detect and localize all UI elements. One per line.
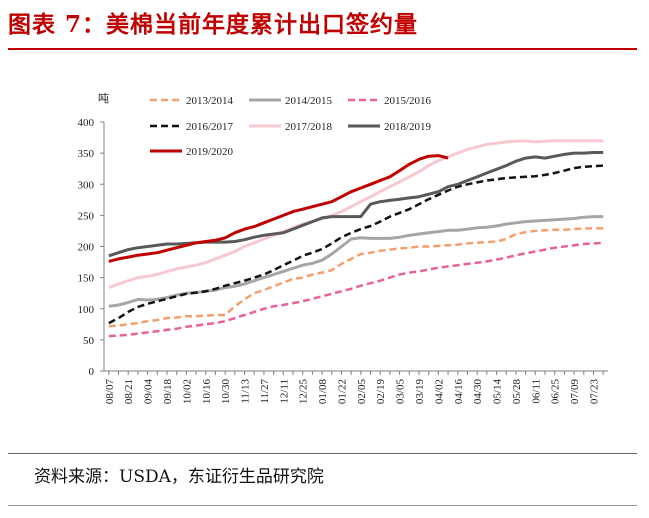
legend-label-2015-2016: 2015/2016 xyxy=(384,95,432,107)
x-tick-label: 05/28 xyxy=(511,379,523,405)
x-tick-label: 02/19 xyxy=(375,379,387,405)
source-rule xyxy=(8,453,637,454)
y-tick-label: 300 xyxy=(78,179,95,191)
legend-label-2016-2017: 2016/2017 xyxy=(186,121,234,133)
y-tick-label: 250 xyxy=(78,210,95,222)
x-tick-label: 06/11 xyxy=(530,379,542,404)
x-tick-label: 04/02 xyxy=(433,379,445,404)
legend-label-2014-2015: 2014/2015 xyxy=(285,95,333,107)
x-tick-label: 04/16 xyxy=(453,379,465,405)
x-tick-label: 09/04 xyxy=(143,379,155,405)
series-line-2015-2016 xyxy=(108,241,604,338)
y-tick-label: 400 xyxy=(78,117,95,129)
y-tick-label: 350 xyxy=(78,148,95,160)
series-line-2013-2014 xyxy=(108,227,604,328)
x-tick-label: 01/08 xyxy=(317,379,329,405)
y-tick-label: 50 xyxy=(83,335,95,347)
x-tick-label: 11/13 xyxy=(240,379,252,404)
x-tick-label: 10/02 xyxy=(181,379,193,404)
series-line-2017-2018 xyxy=(108,139,604,290)
chart-title: 图表 7：美棉当前年度累计出口签约量 xyxy=(8,11,419,38)
legend-label-2018-2019: 2018/2019 xyxy=(384,121,432,133)
y-tick-label: 200 xyxy=(78,242,95,254)
x-tick-label: 10/30 xyxy=(220,379,232,405)
x-tick-label: 09/18 xyxy=(162,379,174,405)
legend-label-2019-2020: 2019/2020 xyxy=(186,146,234,158)
x-tick-label: 03/19 xyxy=(414,379,426,405)
legend-label-2013-2014: 2013/2014 xyxy=(186,95,234,107)
series-line-2016-2017 xyxy=(108,164,604,325)
x-tick-label: 03/05 xyxy=(395,379,407,405)
x-tick-label: 07/23 xyxy=(588,379,600,405)
y-tick-label: 150 xyxy=(78,273,95,285)
x-tick-label: 08/21 xyxy=(123,379,135,404)
x-tick-label: 04/30 xyxy=(472,379,484,405)
x-tick-label: 02/05 xyxy=(356,379,368,405)
x-tick-label: 12/11 xyxy=(278,379,290,404)
bottom-rule xyxy=(8,505,637,506)
x-tick-label: 05/14 xyxy=(492,379,504,405)
x-tick-label: 07/09 xyxy=(569,379,581,405)
x-tick-label: 08/07 xyxy=(104,379,116,405)
y-tick-label: 0 xyxy=(89,366,95,378)
x-tick-label: 06/25 xyxy=(550,379,562,405)
source-note: 资料来源：USDA，东证衍生品研究院 xyxy=(34,467,324,487)
x-tick-label: 12/25 xyxy=(298,379,310,405)
x-tick-label: 11/27 xyxy=(259,379,271,404)
y-unit-label: 吨 xyxy=(98,92,109,105)
title-rule xyxy=(8,48,637,50)
x-tick-label: 10/16 xyxy=(201,379,213,405)
series-line-2019-2020 xyxy=(108,154,449,263)
y-tick-label: 100 xyxy=(78,304,95,316)
x-tick-label: 01/22 xyxy=(336,379,348,404)
legend-label-2017-2018: 2017/2018 xyxy=(285,121,333,133)
